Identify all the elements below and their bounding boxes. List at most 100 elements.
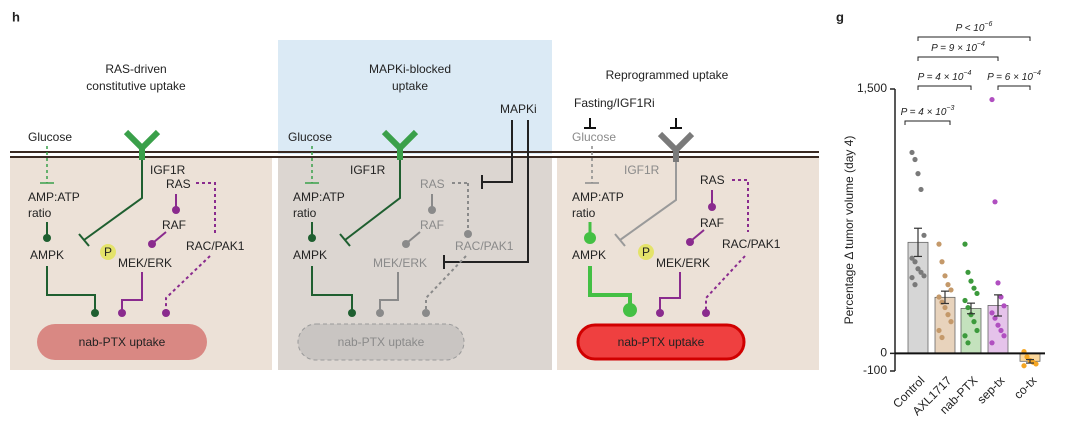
diagram-circle — [686, 238, 694, 246]
data-point — [971, 319, 977, 325]
node-label: IGF1R — [624, 163, 660, 177]
data-point — [965, 304, 971, 311]
uptake-label: nab-PTX uptake — [618, 335, 705, 349]
p-value-text: P = 9 × 10 — [931, 43, 977, 54]
data-point — [942, 304, 948, 311]
p-value: P = 4 × 10−4 — [918, 70, 972, 83]
diagram-circle — [376, 309, 384, 317]
diagram-rect — [37, 324, 207, 360]
diagram-path — [123, 129, 161, 160]
data-point — [915, 266, 921, 272]
data-point — [989, 96, 995, 103]
data-point — [942, 273, 948, 279]
data-point — [995, 280, 1001, 286]
node-label: RAC/PAK1 — [455, 239, 514, 253]
node-label: Glucose — [28, 130, 72, 144]
diagram-path — [83, 160, 143, 241]
data-point — [918, 269, 924, 275]
data-point — [912, 259, 918, 265]
data-point — [998, 294, 1004, 300]
diagram-path — [482, 120, 513, 183]
uptake-label: nab-PTX uptake — [79, 335, 166, 349]
data-point — [1001, 333, 1007, 339]
diagram-path — [381, 129, 419, 160]
panel-title: constitutive uptake — [86, 79, 186, 93]
diagram-path — [732, 179, 749, 232]
diagram-circle — [91, 309, 99, 317]
panel-title: uptake — [392, 79, 428, 93]
data-point — [989, 310, 995, 316]
p-value-text: P < 10 — [956, 23, 985, 34]
data-point — [998, 327, 1004, 334]
p-value: P < 10−6 — [956, 21, 993, 34]
node-label: RAS — [420, 177, 445, 191]
data-point — [971, 285, 977, 291]
y-axis-title: Percentage Δ tumor volume (day 4) — [842, 136, 856, 325]
x-tick-label: co-tx — [1011, 373, 1039, 401]
data-point — [945, 312, 951, 318]
diagram-circle — [308, 234, 316, 242]
p-value: P = 9 × 10−4 — [931, 41, 985, 54]
node-label: RAC/PAK1 — [722, 237, 781, 251]
diagram-line — [407, 231, 421, 243]
data-point — [1021, 363, 1027, 369]
diagram-line — [153, 231, 167, 243]
diagram-path — [670, 118, 682, 129]
p-value-text: P = 4 × 10 — [918, 72, 964, 83]
diagram-circle — [100, 244, 116, 260]
y-tick-label: 1,500 — [857, 81, 887, 95]
diagram-circle — [162, 309, 170, 317]
p-value-text: P = 6 × 10 — [987, 72, 1033, 83]
node-label: MEK/ERK — [656, 256, 710, 270]
data-point — [974, 327, 980, 334]
node-label: ratio — [28, 206, 52, 220]
diagram-circle — [708, 203, 716, 211]
node-label: AMP:ATP — [572, 190, 624, 204]
node-label: IGF1R — [150, 163, 186, 177]
data-point — [995, 322, 1001, 328]
diagram-line — [691, 229, 705, 241]
diagram-circle — [118, 309, 126, 317]
data-point — [912, 156, 918, 163]
diagram-path — [619, 162, 677, 241]
diagram-circle — [638, 244, 654, 260]
y-tick-label: -100 — [863, 363, 887, 377]
node-label: ratio — [293, 206, 317, 220]
p-value-exponent: −4 — [977, 41, 985, 48]
data-point — [909, 274, 915, 281]
node-label: AMP:ATP — [28, 190, 80, 204]
node-label: RAS — [166, 177, 191, 191]
node-label: AMPK — [293, 248, 327, 262]
p-value-text: P = 4 × 10 — [901, 107, 947, 118]
data-point — [909, 149, 915, 156]
node-label: Glucose — [572, 130, 616, 144]
p-value-exponent: −4 — [963, 70, 971, 77]
node-label: RAC/PAK1 — [186, 239, 245, 253]
data-point — [921, 232, 927, 238]
data-point — [936, 241, 942, 247]
diagram-path — [379, 272, 399, 310]
significance-bracket — [904, 120, 951, 125]
diagram-path — [121, 272, 143, 310]
data-point — [965, 269, 971, 275]
diagram-circle — [702, 309, 710, 317]
diagram-rect — [297, 323, 465, 361]
uptake-label: nab-PTX uptake — [338, 335, 425, 349]
panel-label: h — [12, 9, 20, 24]
diagram-path — [196, 182, 216, 234]
data-point — [909, 255, 915, 261]
data-point — [948, 319, 954, 325]
p-value-exponent: −3 — [946, 105, 954, 112]
node-label: P — [104, 245, 112, 259]
diagram-circle — [148, 240, 156, 248]
node-label: IGF1R — [350, 163, 386, 177]
diagram-line — [78, 233, 90, 247]
diagram-path — [344, 160, 401, 241]
node-label: AMPK — [572, 248, 606, 262]
data-point — [921, 273, 927, 279]
data-point — [936, 327, 942, 334]
diagram-line — [614, 233, 626, 247]
diagram-circle — [623, 303, 637, 317]
